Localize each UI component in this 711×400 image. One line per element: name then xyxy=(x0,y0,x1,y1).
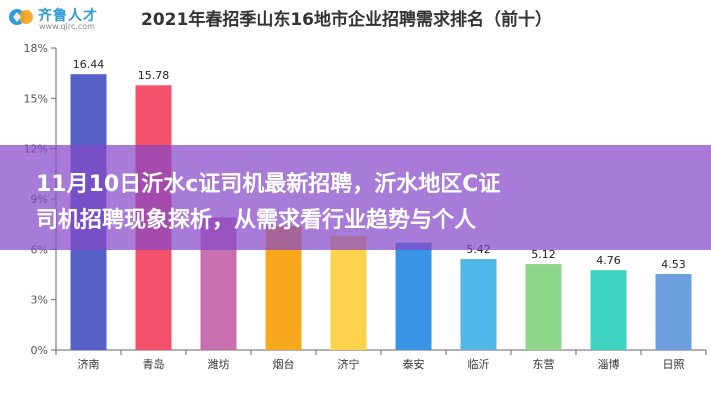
banner-line-1: 11月10日沂水c证司机最新招聘，沂水地区C证 xyxy=(36,172,501,197)
x-tick-label: 东营 xyxy=(533,357,555,371)
chart-header: 齐鲁人才 www.qlrc.com 2021年春招季山东16地市企业招聘需求排名… xyxy=(0,0,711,34)
banner-line-2: 司机招聘现象探析，从需求看行业趋势与个人 xyxy=(36,208,477,233)
bar xyxy=(330,235,367,350)
bar-value-label: 4.53 xyxy=(661,258,686,271)
logo-text: 齐鲁人才 xyxy=(38,8,98,24)
y-tick-label: 18% xyxy=(24,42,48,55)
bar xyxy=(655,273,692,350)
x-tick-label: 淄博 xyxy=(598,358,620,371)
y-tick-label: 0% xyxy=(31,344,48,357)
bar-value-label: 5.12 xyxy=(531,248,556,261)
x-tick-label: 济宁 xyxy=(338,357,360,371)
bar xyxy=(460,259,497,350)
x-tick-label: 临沂 xyxy=(468,357,490,371)
y-tick-label: 15% xyxy=(24,92,48,105)
bar-value-label: 16.44 xyxy=(73,58,105,71)
bar xyxy=(525,264,562,350)
logo-url: www.qlrc.com xyxy=(39,22,95,31)
x-tick-label: 日照 xyxy=(663,358,685,371)
x-tick-label: 青岛 xyxy=(143,357,165,371)
bar xyxy=(590,270,627,350)
y-tick-label: 3% xyxy=(31,294,48,307)
banner-text: 11月10日沂水c证司机最新招聘，沂水地区C证 司机招聘现象探析，从需求看行业趋… xyxy=(36,167,686,239)
x-tick-label: 泰安 xyxy=(403,357,425,371)
x-tick-label: 潍坊 xyxy=(208,357,230,371)
brand-logo: 齐鲁人才 www.qlrc.com xyxy=(8,4,130,32)
chart-title: 2021年春招季山东16地市企业招聘需求排名（前十） xyxy=(141,10,552,30)
x-axis: 济南 青岛 潍坊 烟台 济宁 泰安 临沂 东营 淄博 日照 xyxy=(55,349,707,371)
bar xyxy=(395,242,432,350)
title-banner: 11月10日沂水c证司机最新招聘，沂水地区C证 司机招聘现象探析，从需求看行业趋… xyxy=(0,145,711,250)
bar-value-label: 15.78 xyxy=(138,69,170,82)
bar-value-label: 4.76 xyxy=(596,254,621,267)
x-tick-label: 烟台 xyxy=(273,357,295,371)
x-tick-label: 济南 xyxy=(78,357,100,371)
logo-mark-icon xyxy=(9,9,33,25)
